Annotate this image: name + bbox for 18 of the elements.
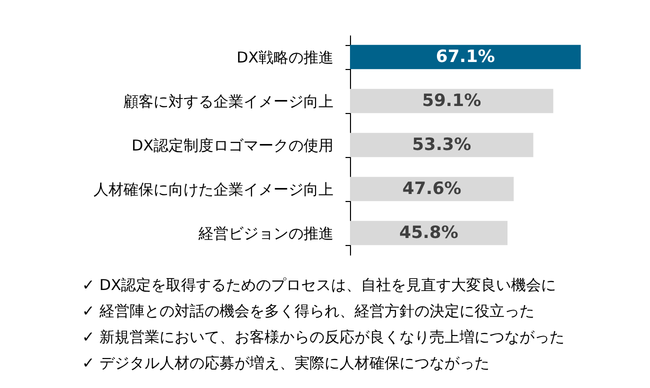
data-label: 45.8% bbox=[399, 223, 458, 243]
text: ✓ DX認定を取得するためのプロセスは、自社を見直す大変良い機会に bbox=[82, 276, 556, 294]
bar bbox=[350, 176, 514, 202]
data-label: 53.3% bbox=[412, 135, 472, 155]
bar bbox=[350, 132, 534, 158]
bar bbox=[350, 88, 554, 114]
y-tick-label: 経営ビジョンの推進 bbox=[198, 224, 334, 242]
text: ✓ 新規営業において、お客様からの反応が良くなり売上増につながった bbox=[82, 328, 564, 346]
data-label: 67.1% bbox=[436, 47, 495, 67]
y-tick-label: DX戦略の推進 bbox=[236, 48, 334, 66]
text: ✓ 経営陣との対話の機会を多く得られ、経営方針の決定に役立った bbox=[82, 302, 534, 320]
bar bbox=[350, 44, 581, 70]
data-label: 47.6% bbox=[402, 179, 462, 199]
data-label: 59.1% bbox=[422, 91, 482, 111]
y-tick-label: 人材確保に向けた企業イメージ向上 bbox=[94, 180, 334, 198]
y-tick-label: DX認定制度ロゴマークの使用 bbox=[132, 136, 334, 154]
text: ✓ デジタル人材の応募が増え、実際に人材確保につながった bbox=[82, 354, 490, 372]
y-tick-label: 顧客に対する企業イメージ向上 bbox=[124, 92, 334, 110]
